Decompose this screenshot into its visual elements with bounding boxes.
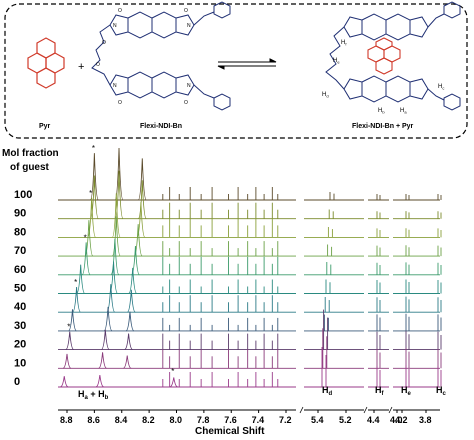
tick-label: 4.0 bbox=[390, 415, 403, 425]
tick-label: 8.8 bbox=[60, 415, 73, 425]
svg-text:O: O bbox=[118, 8, 122, 14]
tick-label: 3.8 bbox=[419, 415, 432, 425]
complex-proton-labels: Hf He Hd Hc Ha Hb bbox=[322, 40, 444, 115]
tick-label: 7.6 bbox=[224, 415, 237, 425]
fraction-label: 40 bbox=[14, 301, 26, 313]
tick-label: 7.8 bbox=[197, 415, 210, 425]
complex-structure bbox=[325, 1, 461, 111]
svg-text:He: He bbox=[333, 58, 340, 65]
ndi-label: Flexi-NDI-Bn bbox=[140, 123, 182, 130]
fraction-label: 80 bbox=[14, 226, 26, 238]
label-hf: Hf bbox=[375, 385, 385, 397]
tick-label: 4.2 bbox=[395, 415, 408, 425]
pyrene-structure bbox=[27, 37, 65, 89]
tick-label: 8.4 bbox=[115, 415, 128, 425]
nmr-trace bbox=[58, 347, 442, 388]
ylabel-line1: Mol fraction bbox=[2, 148, 59, 159]
nmr-trace bbox=[58, 238, 442, 276]
chemical-shift-axis: 8.8 8.6 8.4 8.2 8.0 7.8 7.6 7.4 7.2 5.4 5.2 4.4 4.24… bbox=[58, 406, 440, 425]
peak-star: * bbox=[92, 144, 95, 153]
ndi-host-structure bbox=[91, 1, 231, 111]
fraction-label: 10 bbox=[14, 357, 26, 369]
svg-text:Hd: Hd bbox=[322, 92, 329, 99]
nmr-traces bbox=[58, 147, 442, 388]
tick-label: 8.2 bbox=[142, 415, 155, 425]
svg-text:Hb: Hb bbox=[378, 108, 385, 115]
fraction-label: 50 bbox=[14, 283, 26, 295]
peak-star: * bbox=[74, 278, 77, 287]
label-ha-hb: Ha + Hb bbox=[78, 389, 109, 401]
proton-annotations: Ha + Hb Hd Hf He Hc bbox=[78, 385, 447, 401]
nmr-trace bbox=[58, 328, 442, 369]
svg-text:O: O bbox=[102, 40, 106, 46]
tick-label: 5.2 bbox=[339, 415, 352, 425]
axis-break bbox=[388, 406, 393, 414]
svg-text:O: O bbox=[184, 8, 188, 14]
fraction-label: 70 bbox=[14, 245, 26, 257]
label-hc: Hc bbox=[436, 385, 447, 397]
peak-star: * bbox=[89, 189, 92, 198]
svg-text:Ha: Ha bbox=[400, 108, 407, 115]
scheme-frame bbox=[4, 3, 468, 139]
peak-stars: * * * * * * bbox=[67, 144, 174, 376]
fraction-label: 0 bbox=[14, 376, 20, 388]
svg-text:O: O bbox=[96, 62, 100, 68]
complex-guest-pyrene bbox=[367, 37, 401, 75]
tick-label: 8.6 bbox=[87, 415, 100, 425]
reaction-scheme: Pyr + N N N N O O bbox=[4, 1, 468, 139]
svg-text:N: N bbox=[113, 83, 117, 89]
fraction-label: 30 bbox=[14, 320, 26, 332]
peak-star: * bbox=[171, 367, 174, 376]
ylabel-line2: of guest bbox=[10, 162, 50, 173]
nmr-trace bbox=[58, 170, 442, 220]
svg-text:Hf: Hf bbox=[341, 40, 347, 47]
svg-text:O: O bbox=[118, 100, 122, 106]
fraction-label: 20 bbox=[14, 339, 26, 351]
svg-text:N: N bbox=[187, 23, 191, 29]
nmr-trace bbox=[58, 309, 442, 351]
axis-break bbox=[363, 406, 368, 414]
tick-label: 4.4 bbox=[367, 415, 380, 425]
fraction-label: 60 bbox=[14, 264, 26, 276]
svg-text:N: N bbox=[113, 23, 117, 29]
ndi-host-atoms: N N N N O O O O O O bbox=[96, 8, 191, 106]
equilibrium-arrows bbox=[217, 58, 277, 70]
svg-text:N: N bbox=[187, 83, 191, 89]
tick-label: 5.4 bbox=[311, 415, 324, 425]
plus-sign: + bbox=[78, 61, 84, 73]
label-he: He bbox=[401, 385, 412, 397]
label-hd: Hd bbox=[322, 385, 333, 397]
nmr-trace bbox=[58, 216, 442, 257]
fraction-label: 100 bbox=[14, 189, 32, 201]
ylabel-group: Mol fraction of guest bbox=[2, 148, 59, 173]
tick-label: 7.2 bbox=[279, 415, 292, 425]
tick-label: 7.4 bbox=[252, 415, 265, 425]
nmr-trace bbox=[58, 306, 442, 332]
nmr-trace bbox=[58, 147, 442, 201]
nmr-trace bbox=[58, 193, 442, 238]
svg-text:O: O bbox=[184, 100, 188, 106]
pyr-label: Pyr bbox=[39, 123, 51, 130]
tick-label: 8.0 bbox=[170, 415, 183, 425]
peak-star: * bbox=[84, 233, 87, 242]
nmr-trace bbox=[58, 261, 442, 294]
svg-text:Hc: Hc bbox=[438, 84, 444, 91]
axis-break bbox=[299, 406, 304, 414]
fraction-label: 90 bbox=[14, 208, 26, 220]
complex-label: Flexi-NDI-Bn + Pyr bbox=[352, 123, 414, 130]
peak-star: * bbox=[67, 323, 70, 332]
x-axis-label: Chemical Shift bbox=[195, 426, 265, 437]
